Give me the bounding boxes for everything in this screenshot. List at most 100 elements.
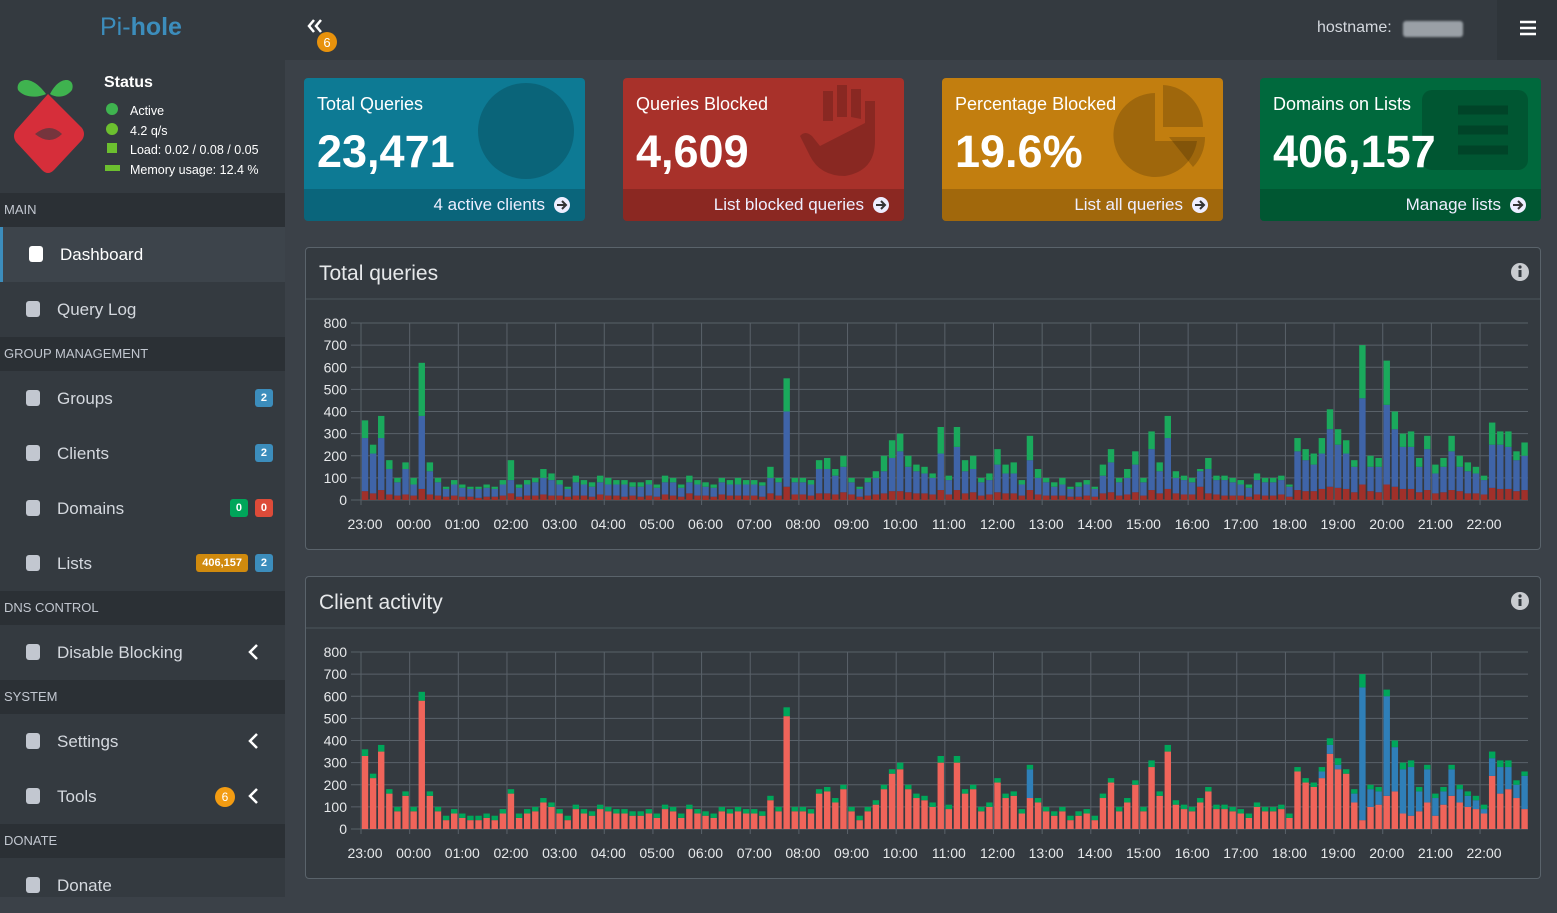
bar <box>548 480 555 496</box>
bar <box>840 789 847 829</box>
bar <box>905 784 912 790</box>
nav-item[interactable]: Query Log <box>0 282 285 337</box>
nav-item[interactable]: Dashboard <box>0 227 285 282</box>
bar <box>1253 473 1261 481</box>
stat-link[interactable]: Manage lists <box>1260 189 1541 221</box>
bar <box>1375 457 1382 467</box>
bar <box>523 480 531 485</box>
bar <box>1294 771 1301 829</box>
bar <box>1148 767 1155 829</box>
bar <box>1229 806 1236 812</box>
bar <box>1010 493 1017 500</box>
x-tick-label: 16:00 <box>1175 516 1210 532</box>
nav-item[interactable]: Disable Blocking <box>0 625 285 680</box>
bar <box>507 789 515 794</box>
bar <box>710 484 717 488</box>
stat-link[interactable]: 4 active clients <box>304 189 585 221</box>
nav-item[interactable]: Lists 2 406,157 <box>0 536 285 591</box>
x-tick-label: 15:00 <box>1126 516 1161 532</box>
bar <box>1464 806 1472 829</box>
bar <box>896 433 904 452</box>
stat-link[interactable]: List all queries <box>942 189 1223 221</box>
bar <box>483 484 490 488</box>
bar <box>1464 471 1472 494</box>
bar <box>1302 782 1309 829</box>
bar <box>1440 492 1447 500</box>
bar <box>1480 480 1488 495</box>
stat-link[interactable]: List blocked queries <box>623 189 904 221</box>
bar <box>1497 760 1504 768</box>
menu-button[interactable] <box>1497 0 1557 60</box>
bar <box>588 496 596 500</box>
bar <box>369 773 377 779</box>
bar <box>888 773 896 829</box>
nav-item[interactable]: Tools 6 <box>0 769 285 824</box>
bar <box>1456 802 1463 829</box>
bar <box>556 813 563 829</box>
bar <box>1018 809 1026 814</box>
bar <box>1026 460 1034 491</box>
y-tick-label: 100 <box>324 799 348 815</box>
nav-label: Groups <box>57 389 113 408</box>
brand[interactable]: Pi-hole <box>100 13 182 42</box>
bar <box>775 477 782 483</box>
bar <box>1375 786 1382 792</box>
bar <box>394 477 401 483</box>
bar <box>840 492 847 500</box>
nav-item[interactable]: Donate <box>0 858 285 913</box>
bar <box>434 495 442 500</box>
bar <box>1034 798 1042 803</box>
bar <box>969 469 977 493</box>
nav-item[interactable]: Clients 2 <box>0 426 285 481</box>
bar <box>1432 473 1439 494</box>
bar <box>1180 494 1188 500</box>
bar <box>532 482 539 496</box>
nav-item[interactable]: Groups 2 <box>0 371 285 426</box>
bar <box>1018 480 1026 485</box>
bar <box>540 798 547 803</box>
bar <box>1002 464 1009 474</box>
bar <box>1278 494 1285 500</box>
bar <box>467 815 474 821</box>
bar <box>1480 809 1488 814</box>
x-tick-label: 17:00 <box>1223 845 1258 861</box>
load-icon <box>107 143 117 153</box>
y-tick-label: 300 <box>324 426 348 442</box>
bar <box>402 494 409 500</box>
stat-title: Percentage Blocked <box>955 94 1117 114</box>
bar <box>532 477 539 483</box>
nav-icon <box>26 500 40 516</box>
nav-item[interactable]: Settings <box>0 714 285 769</box>
bar <box>848 494 855 500</box>
bar <box>361 491 369 500</box>
bar <box>499 809 507 814</box>
bar <box>686 493 693 500</box>
bar <box>483 813 490 818</box>
bar <box>588 811 596 816</box>
bar <box>1488 487 1496 500</box>
collapse-button[interactable]: 6 <box>300 14 344 54</box>
bar <box>1456 789 1463 803</box>
bar <box>751 484 758 496</box>
bar <box>629 482 636 487</box>
bar <box>1164 438 1171 489</box>
brand-suffix: hole <box>130 13 182 41</box>
y-tick-label: 700 <box>324 666 348 682</box>
bar <box>1472 466 1480 474</box>
bar <box>856 488 863 497</box>
bar <box>994 778 1001 783</box>
bar <box>669 811 677 829</box>
bar <box>1334 764 1342 770</box>
active-dot <box>106 103 118 115</box>
nav-item[interactable]: Domains 0 0 <box>0 481 285 536</box>
icon-shape <box>26 877 40 893</box>
bar <box>945 494 953 500</box>
bar <box>1310 782 1317 787</box>
bar <box>1383 795 1390 829</box>
bar <box>548 495 555 500</box>
bar <box>840 466 847 493</box>
bar <box>775 806 782 812</box>
bar <box>986 473 993 481</box>
bar <box>1367 455 1374 467</box>
bar <box>1034 477 1042 495</box>
